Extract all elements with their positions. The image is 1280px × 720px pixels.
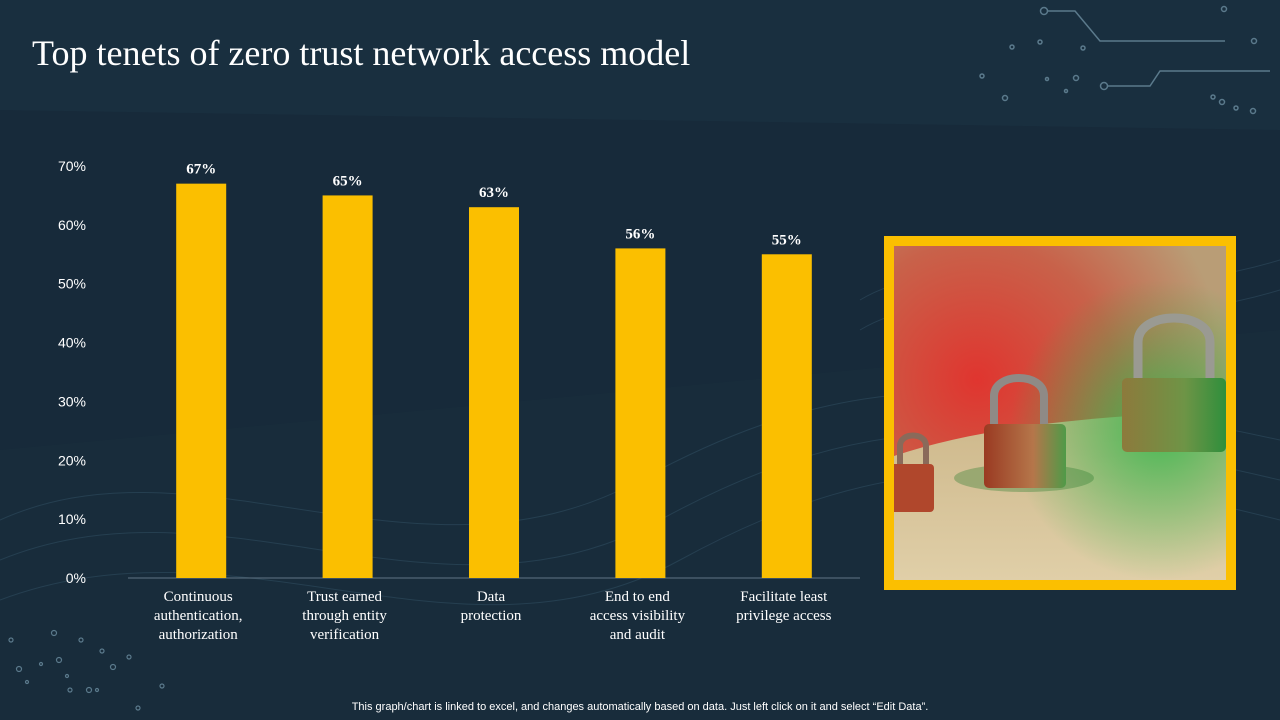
x-category-label: privilege access — [736, 608, 832, 624]
footnote: This graph/chart is linked to excel, and… — [351, 701, 929, 713]
y-tick-label: 30% — [58, 393, 86, 409]
x-category-label: Data — [477, 589, 506, 605]
x-category-label: through entity — [302, 608, 387, 624]
y-tick-label: 50% — [58, 276, 86, 292]
bar — [469, 207, 519, 578]
y-tick-label: 40% — [58, 335, 86, 351]
dots-decoration — [8, 629, 165, 711]
x-category-label: verification — [310, 627, 380, 643]
circuit-decoration — [979, 5, 1270, 115]
bar-data-label: 56% — [625, 226, 655, 242]
y-tick-label: 70% — [58, 158, 86, 174]
bar — [176, 183, 227, 578]
x-category-label: Facilitate least — [740, 589, 828, 605]
slide-title: Top tenets of zero trust network access … — [32, 33, 691, 73]
padlocks-photo-frame — [884, 236, 1236, 590]
x-category-label: authentication, — [154, 608, 243, 624]
y-tick-label: 60% — [58, 217, 86, 233]
x-category-label: Continuous — [164, 589, 233, 605]
x-category-label: Trust earned — [307, 589, 382, 605]
x-category-label: End to end — [605, 589, 670, 605]
x-category-label: protection — [461, 608, 522, 624]
y-tick-label: 0% — [66, 570, 86, 586]
x-category-label: access visibility — [590, 608, 686, 624]
bar-data-label: 67% — [186, 162, 216, 178]
y-tick-label: 20% — [58, 452, 86, 468]
bar — [322, 195, 373, 578]
padlocks-photo — [894, 246, 1226, 580]
bar-data-label: 63% — [479, 185, 509, 201]
x-category-label: and audit — [610, 627, 666, 643]
y-tick-label: 10% — [58, 511, 86, 527]
bar-data-label: 55% — [772, 232, 802, 248]
bar — [761, 254, 812, 579]
bar — [615, 248, 666, 578]
x-category-label: authorization — [159, 627, 239, 643]
bar-data-label: 65% — [333, 173, 363, 189]
